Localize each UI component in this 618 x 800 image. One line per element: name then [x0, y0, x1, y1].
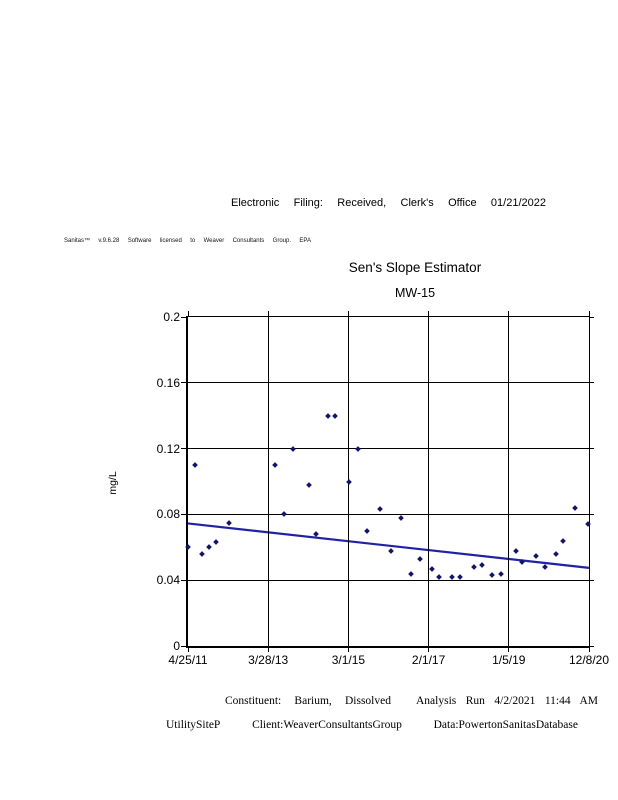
y-tick-label: 0 — [173, 639, 180, 653]
x-tick-mark — [347, 311, 349, 316]
gridline-horizontal — [188, 579, 589, 581]
y-tick-mark — [590, 448, 594, 450]
x-axis-tick-labels: 4/25/11 3/28/13 3/1/15 2/1/17 1/5/19 12/8/20 — [168, 646, 609, 667]
client-label: Client:WeaverConsultantsGroup — [252, 719, 402, 731]
plot-area: 0.2 0.16 0.12 0.08 0.04 0 4/25/11 3/28/13 3/1/1… — [157, 310, 609, 667]
x-tick-mark — [187, 648, 189, 652]
y-tick-mark — [181, 645, 186, 647]
x-tick-mark — [187, 311, 189, 316]
gridline-vertical — [267, 317, 269, 646]
y-axis-tick-labels: 0.2 0.16 0.12 0.08 0.04 0 — [124, 310, 180, 653]
chart-subtitle-well-id: MW-15 — [394, 286, 436, 300]
analysis-run-timestamp: Analysis Run 4/2/2021 11:44 AM — [416, 695, 598, 707]
y-tick-label: 0.08 — [156, 507, 180, 522]
y-tick-label: 0.16 — [156, 375, 180, 390]
y-tick-mark — [181, 448, 186, 450]
x-tick-mark — [588, 648, 590, 652]
footer-analysis-line: Constituent: Barium, Dissolved Analysis … — [225, 694, 598, 708]
efiling-header: Electronic Filing: Received, Clerk's Off… — [231, 197, 546, 209]
constituent-label: Constituent: Barium, Dissolved — [225, 695, 391, 707]
x-tick-mark — [508, 311, 510, 316]
y-tick-mark — [181, 382, 186, 384]
gridline-vertical — [508, 317, 510, 646]
y-tick-mark — [181, 513, 186, 515]
gridline-vertical — [428, 317, 430, 646]
x-tick-mark — [508, 648, 510, 652]
y-tick-label: 0.2 — [163, 310, 180, 324]
y-tick-mark — [590, 316, 594, 318]
y-tick-mark — [590, 513, 594, 515]
footer-source-line: UtilitySiteP Client:WeaverConsultantsGro… — [166, 718, 578, 732]
software-license-fine-print: Sanitas™ v.9.6.28 Software licensed to W… — [64, 238, 311, 244]
chart-title: Sen's Slope Estimator — [348, 260, 482, 275]
gridline-horizontal — [188, 382, 589, 384]
y-tick-mark — [590, 382, 594, 384]
x-tick-mark — [267, 311, 269, 316]
x-tick-mark — [428, 311, 430, 316]
gridline-horizontal — [188, 513, 589, 515]
x-tick-label: 3/1/15 — [331, 653, 366, 667]
x-tick-label: 12/8/20 — [568, 653, 610, 667]
x-tick-label: 2/1/17 — [411, 653, 446, 667]
y-tick-mark — [590, 579, 594, 581]
database-label: Data:PowertonSanitasDatabase — [433, 719, 578, 731]
y-axis-label: mg/L — [107, 471, 119, 495]
y-tick-mark — [181, 579, 186, 581]
x-tick-label: 4/25/11 — [168, 653, 208, 667]
x-tick-mark — [428, 648, 430, 652]
x-tick-label: 1/5/19 — [492, 653, 526, 667]
x-tick-mark — [347, 648, 349, 652]
x-tick-label: 3/28/13 — [248, 653, 289, 667]
x-tick-mark — [267, 648, 269, 652]
y-tick-mark — [590, 645, 594, 647]
y-tick-label: 0.04 — [156, 573, 180, 588]
trend-line — [187, 522, 590, 569]
y-tick-mark — [181, 316, 186, 318]
y-tick-label: 0.12 — [156, 441, 180, 456]
site-label: UtilitySiteP — [166, 719, 221, 731]
gridline-horizontal — [188, 448, 589, 450]
x-tick-mark — [588, 311, 590, 316]
